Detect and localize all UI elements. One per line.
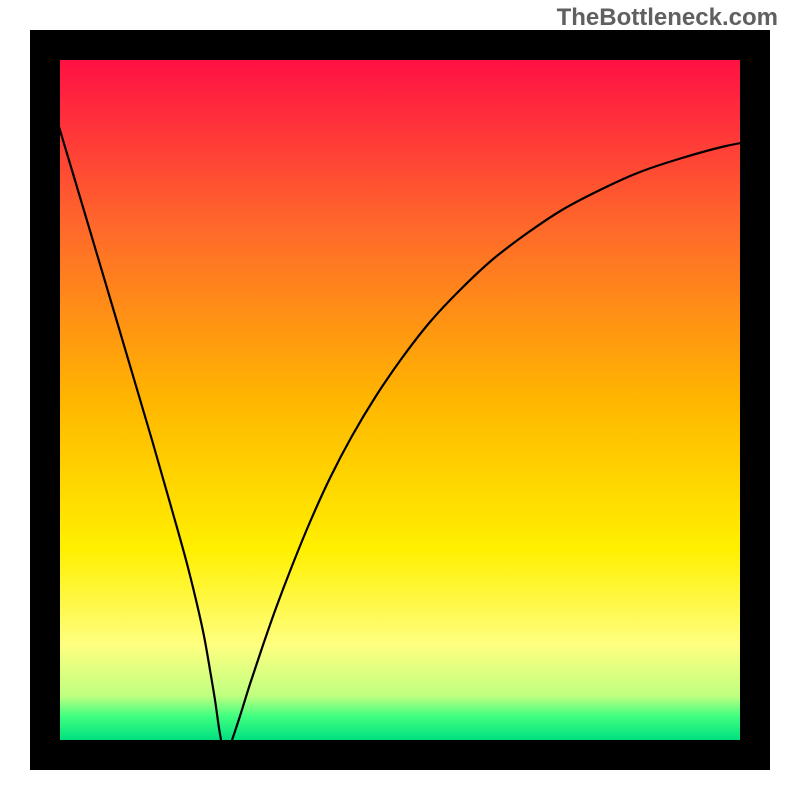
watermark-text: TheBottleneck.com	[557, 4, 778, 32]
chart-container: TheBottleneck.com	[0, 0, 800, 800]
plot-gradient-area	[60, 60, 740, 740]
bottleneck-chart-svg	[0, 0, 800, 800]
